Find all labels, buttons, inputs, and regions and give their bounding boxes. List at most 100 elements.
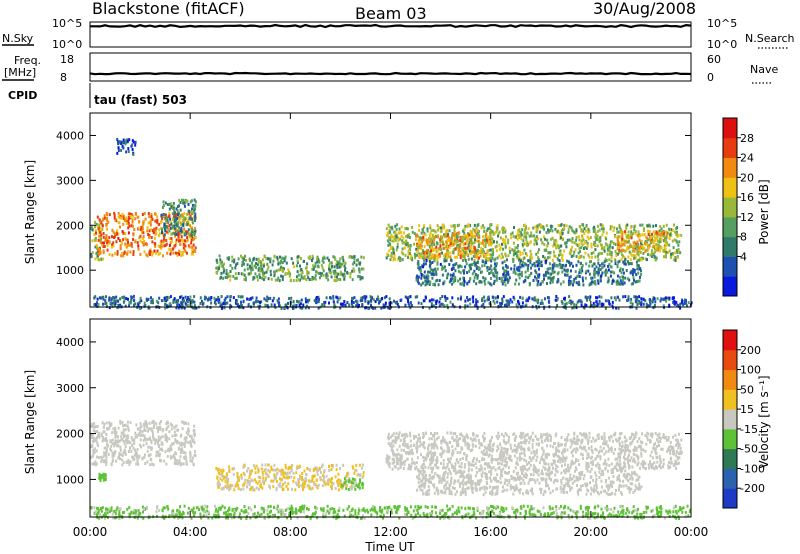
heatmap-cell <box>332 482 335 486</box>
heatmap-cell <box>677 248 680 251</box>
heatmap-cell <box>668 243 671 247</box>
heatmap-cell <box>120 148 123 152</box>
heatmap-cell <box>179 232 182 236</box>
heatmap-cell <box>343 477 346 481</box>
heatmap-cell <box>340 264 343 268</box>
heatmap-cell <box>596 234 599 238</box>
heatmap-cell <box>136 460 139 464</box>
heatmap-cell <box>687 301 690 305</box>
heatmap-cell <box>306 269 309 273</box>
heatmap-cell <box>247 304 250 308</box>
heatmap-cell <box>190 199 193 203</box>
heatmap-cell <box>385 295 388 299</box>
heatmap-cell <box>323 469 326 472</box>
heatmap-cell <box>636 233 639 237</box>
heatmap-cell <box>174 459 177 463</box>
heatmap-cell <box>179 221 182 225</box>
heatmap-cell <box>668 237 671 241</box>
heatmap-cell <box>116 440 119 444</box>
heatmap-cell <box>180 433 183 437</box>
heatmap-cell <box>353 296 356 300</box>
heatmap-cell <box>537 275 540 279</box>
heatmap-cell <box>466 236 469 240</box>
heatmap-cell <box>353 478 356 482</box>
heatmap-cell <box>143 242 145 246</box>
heatmap-cell <box>637 235 640 239</box>
heatmap-cell <box>323 301 326 304</box>
heatmap-cell <box>614 259 617 263</box>
heatmap-cell <box>601 247 604 251</box>
heatmap-cell <box>544 273 547 277</box>
heatmap-cell <box>635 247 638 251</box>
heatmap-cell <box>594 255 597 259</box>
heatmap-cell <box>105 234 108 238</box>
heatmap-cell <box>612 279 615 283</box>
heatmap-cell <box>344 303 347 307</box>
heatmap-cell <box>491 295 494 299</box>
heatmap-cell <box>653 245 655 249</box>
heatmap-cell <box>98 474 101 478</box>
heatmap-cell <box>217 298 220 302</box>
heatmap-cell <box>110 298 113 302</box>
heatmap-cell <box>456 231 459 235</box>
heatmap-cell <box>577 282 580 286</box>
heatmap-cell <box>478 243 480 247</box>
heatmap-cell <box>249 480 252 484</box>
heatmap-cell <box>409 306 412 310</box>
heatmap-cell <box>254 272 257 276</box>
heatmap-cell <box>400 225 403 229</box>
heatmap-cell <box>476 254 479 258</box>
heatmap-cell <box>393 230 396 234</box>
heatmap-cell <box>623 452 626 456</box>
heatmap-cell <box>541 301 544 305</box>
heatmap-cell <box>457 245 460 249</box>
heatmap-cell <box>618 248 621 252</box>
heatmap-cell <box>365 295 368 299</box>
heatmap-cell <box>246 469 248 473</box>
heatmap-cell <box>342 260 345 264</box>
heatmap-cell <box>159 251 162 255</box>
heatmap-cell <box>146 254 149 258</box>
heatmap-cell <box>519 259 522 263</box>
heatmap-cell <box>130 224 133 228</box>
heatmap-cell <box>328 267 330 271</box>
heatmap-cell <box>642 229 645 232</box>
heatmap-cell <box>105 237 107 241</box>
heatmap-cell <box>633 228 636 232</box>
heatmap-cell <box>304 476 307 480</box>
heatmap-cell <box>276 299 279 303</box>
heatmap-cell <box>407 302 410 306</box>
heatmap-cell <box>580 300 583 304</box>
heatmap-cell <box>186 230 189 234</box>
heatmap-cell <box>389 306 391 310</box>
heatmap-cell <box>561 231 564 235</box>
heatmap-cell <box>180 230 183 234</box>
heatmap-cell <box>120 435 123 439</box>
heatmap-cell <box>523 228 526 232</box>
heatmap-cell <box>475 304 478 308</box>
heatmap-cell <box>476 248 479 252</box>
heatmap-cell <box>611 246 614 250</box>
heatmap-cell <box>129 421 132 425</box>
heatmap-cell <box>645 302 648 306</box>
heatmap-cell <box>417 260 420 263</box>
heatmap-cell <box>488 253 491 257</box>
heatmap-cell <box>666 296 669 300</box>
heatmap-cell <box>508 300 511 304</box>
heatmap-cell <box>367 306 370 310</box>
heatmap-cell <box>512 241 515 245</box>
heatmap-cell <box>632 268 635 272</box>
heatmap-cell <box>463 278 466 282</box>
heatmap-cell <box>158 232 161 236</box>
heatmap-cell <box>603 264 606 268</box>
heatmap-cell <box>486 452 489 456</box>
heatmap-cell <box>262 278 265 282</box>
heatmap-cell <box>194 236 197 239</box>
heatmap-cell <box>400 234 403 238</box>
heatmap-cell <box>503 226 506 230</box>
heatmap-cell <box>339 257 342 261</box>
heatmap-cell <box>329 296 332 300</box>
heatmap-cell <box>178 458 181 462</box>
heatmap-cell <box>593 240 596 244</box>
heatmap-cell <box>625 249 628 253</box>
